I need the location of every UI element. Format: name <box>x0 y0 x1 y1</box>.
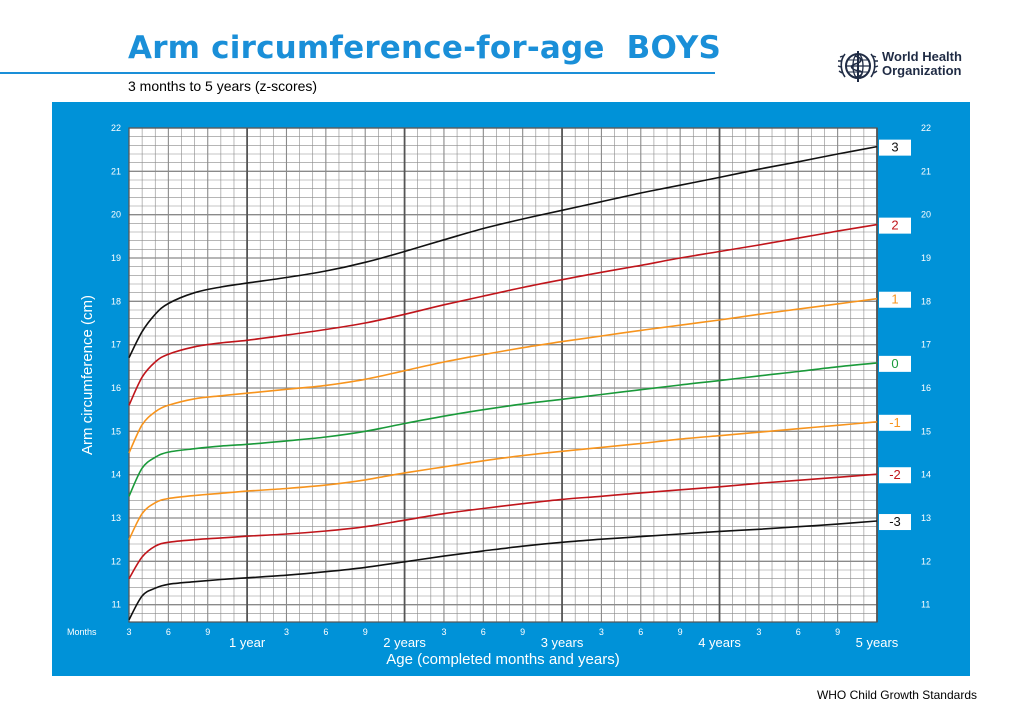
x-axis-title: Age (completed months and years) <box>386 651 619 668</box>
series-label-z-3: -3 <box>889 514 901 529</box>
x-tick-label-month: 6 <box>638 627 643 637</box>
y-tick-label-left: 14 <box>111 470 121 480</box>
y-tick-label-right: 21 <box>921 166 931 176</box>
x-tick-label-year: 3 years <box>541 635 584 650</box>
y-tick-label-right: 17 <box>921 340 931 350</box>
series-label-bg <box>879 514 911 531</box>
y-tick-label-left: 18 <box>111 296 121 306</box>
series-line-z-2 <box>128 473 878 580</box>
series-line-z0 <box>128 362 878 497</box>
y-tick-label-left: 17 <box>111 340 121 350</box>
y-tick-label-left: 13 <box>111 513 121 523</box>
y-tick-label-left: 20 <box>111 210 121 220</box>
series-label-bg <box>879 467 911 484</box>
y-tick-label-left: 11 <box>112 600 121 610</box>
series-lines <box>128 139 911 621</box>
x-tick-label-year: 5 years <box>856 635 899 650</box>
series-line-z3 <box>128 145 878 359</box>
x-tick-label-month: 3 <box>756 627 761 637</box>
series-label-z0: 0 <box>891 356 898 371</box>
x-tick-label-year: 4 years <box>698 635 741 650</box>
series-label-z2: 2 <box>891 218 898 233</box>
x-tick-label-month: 9 <box>678 627 683 637</box>
series-label-z-1: -1 <box>889 415 901 430</box>
series-line-z2 <box>128 223 878 406</box>
x-tick-label-month: 9 <box>363 627 368 637</box>
plot-border <box>128 127 878 623</box>
y-tick-label-left: 15 <box>111 426 121 436</box>
plot-area <box>129 128 877 622</box>
y-tick-label-right: 11 <box>921 600 930 610</box>
y-tick-label-right: 19 <box>921 253 931 263</box>
x-tick-label-month: 3 <box>599 627 604 637</box>
series-label-bg <box>879 217 911 234</box>
x-tick-label-month: 6 <box>481 627 486 637</box>
grid-lines <box>128 127 878 623</box>
x-tick-label-month: 6 <box>796 627 801 637</box>
x-tick-label-month: 3 <box>441 627 446 637</box>
series-label-bg <box>879 139 911 156</box>
y-tick-label-left: 22 <box>111 123 121 133</box>
y-tick-label-left: 19 <box>111 253 121 263</box>
x-tick-label-month: 9 <box>520 627 525 637</box>
chart-title: Arm circumference-for-age BOYS <box>128 30 722 66</box>
series-label-bg <box>879 291 911 308</box>
y-tick-label-right: 13 <box>921 513 931 523</box>
y-axis-title: Arm circumference (cm) <box>79 295 96 455</box>
organization-name: World Health Organization <box>882 50 962 78</box>
y-tick-label-left: 12 <box>111 556 121 566</box>
y-tick-label-left: 21 <box>111 166 121 176</box>
title-underline <box>0 72 715 74</box>
y-tick-label-right: 16 <box>921 383 931 393</box>
y-tick-label-left: 16 <box>111 383 121 393</box>
y-tick-label-right: 12 <box>921 556 931 566</box>
chart-panel: 11 11 12 12 13 13 14 14 15 15 16 16 17 17 18 18 19 19 20 20… <box>52 102 970 676</box>
y-tick-label-right: 20 <box>921 210 931 220</box>
series-label-z3: 3 <box>891 140 898 155</box>
series-label-z1: 1 <box>891 292 898 307</box>
chart-subtitle: 3 months to 5 years (z-scores) <box>128 78 318 94</box>
organization-name-line1: World Health <box>882 49 962 64</box>
x-axis-months-prefix: Months <box>67 627 97 637</box>
x-tick-label-month: 9 <box>835 627 840 637</box>
x-tick-label-month: 9 <box>205 627 210 637</box>
y-tick-label-right: 14 <box>921 470 931 480</box>
organization-name-line2: Organization <box>882 63 962 78</box>
series-label-bg <box>879 414 911 431</box>
x-tick-label-year: 1 year <box>229 635 266 650</box>
x-tick-label-month: 3 <box>284 627 289 637</box>
y-tick-label-right: 15 <box>921 426 931 436</box>
x-tick-label-month: 6 <box>166 627 171 637</box>
series-line-z-3 <box>128 520 878 621</box>
x-tick-label-month: 6 <box>323 627 328 637</box>
footer-credit: WHO Child Growth Standards <box>816 688 977 702</box>
x-tick-label-month: 3 <box>126 627 131 637</box>
y-tick-label-right: 18 <box>921 296 931 306</box>
x-tick-label-year: 2 years <box>383 635 426 650</box>
who-emblem-icon <box>837 51 879 82</box>
series-line-z1 <box>128 297 878 454</box>
series-line-z-1 <box>128 421 878 541</box>
series-label-z-2: -2 <box>889 467 901 482</box>
y-tick-label-right: 22 <box>921 123 931 133</box>
series-label-bg <box>879 355 911 372</box>
